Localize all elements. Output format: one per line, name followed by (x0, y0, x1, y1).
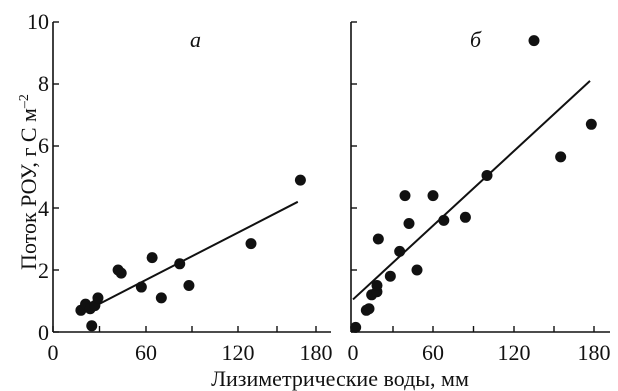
x-tick-label: 180 (578, 340, 611, 365)
y-axis-title-main: Поток РОУ, г С м (16, 108, 41, 270)
data-point (403, 218, 415, 229)
y-tick-label: 8 (38, 71, 49, 96)
data-point (135, 281, 147, 293)
data-point (146, 252, 158, 264)
x-tick-label: 0 (48, 340, 59, 365)
x-tick-label: 60 (135, 340, 157, 365)
y-tick-label: 6 (38, 133, 49, 158)
data-point (528, 35, 540, 47)
y-tick-label: 10 (27, 9, 49, 34)
data-point (585, 118, 597, 130)
data-point (411, 264, 423, 276)
data-point (155, 292, 167, 304)
data-point (371, 280, 383, 291)
panel-a-marks (75, 174, 306, 332)
x-tick-label: 120 (222, 340, 255, 365)
data-point (384, 270, 396, 282)
panel-a: а 0 60 120 180 (48, 21, 333, 365)
panel-a-label: а (190, 27, 201, 52)
y-tick-labels: 0 2 4 6 8 10 (27, 9, 49, 345)
data-point (174, 258, 186, 270)
data-point (427, 190, 439, 202)
data-point (115, 267, 127, 279)
trend-line (352, 80, 591, 301)
panel-a-ticks (52, 21, 317, 333)
data-point (245, 238, 257, 250)
data-point (438, 214, 450, 226)
data-point (92, 292, 104, 304)
data-point (350, 321, 362, 333)
data-point (86, 320, 98, 332)
data-point (459, 211, 471, 223)
panel-b-x-tick-labels: 0 60 120 180 (348, 340, 611, 365)
panel-b-ticks (351, 21, 595, 333)
data-point (363, 303, 375, 315)
y-tick-label: 4 (38, 196, 49, 221)
data-point (481, 169, 493, 181)
x-axis-title: Лизиметрические воды, мм (211, 366, 469, 391)
panel-b-label: б (470, 27, 482, 52)
data-point (372, 233, 384, 245)
y-tick-label: 0 (38, 320, 49, 345)
trend-line (80, 200, 299, 315)
panel-a-x-tick-labels: 0 60 120 180 (48, 340, 333, 365)
panel-b-marks (350, 35, 597, 333)
x-tick-label: 60 (422, 340, 444, 365)
x-tick-label: 0 (348, 340, 359, 365)
x-tick-label: 180 (300, 340, 333, 365)
data-point (394, 245, 406, 257)
panel-b: б 0 60 120 180 (348, 21, 611, 365)
data-point (294, 174, 306, 186)
y-axis-title: Поток РОУ, г С м–2 (16, 94, 41, 270)
data-point (399, 190, 411, 202)
data-point (555, 151, 567, 163)
x-tick-label: 120 (498, 340, 531, 365)
y-tick-label: 2 (38, 258, 49, 283)
data-point (183, 280, 195, 291)
y-axis-title-exponent: –2 (17, 94, 32, 109)
